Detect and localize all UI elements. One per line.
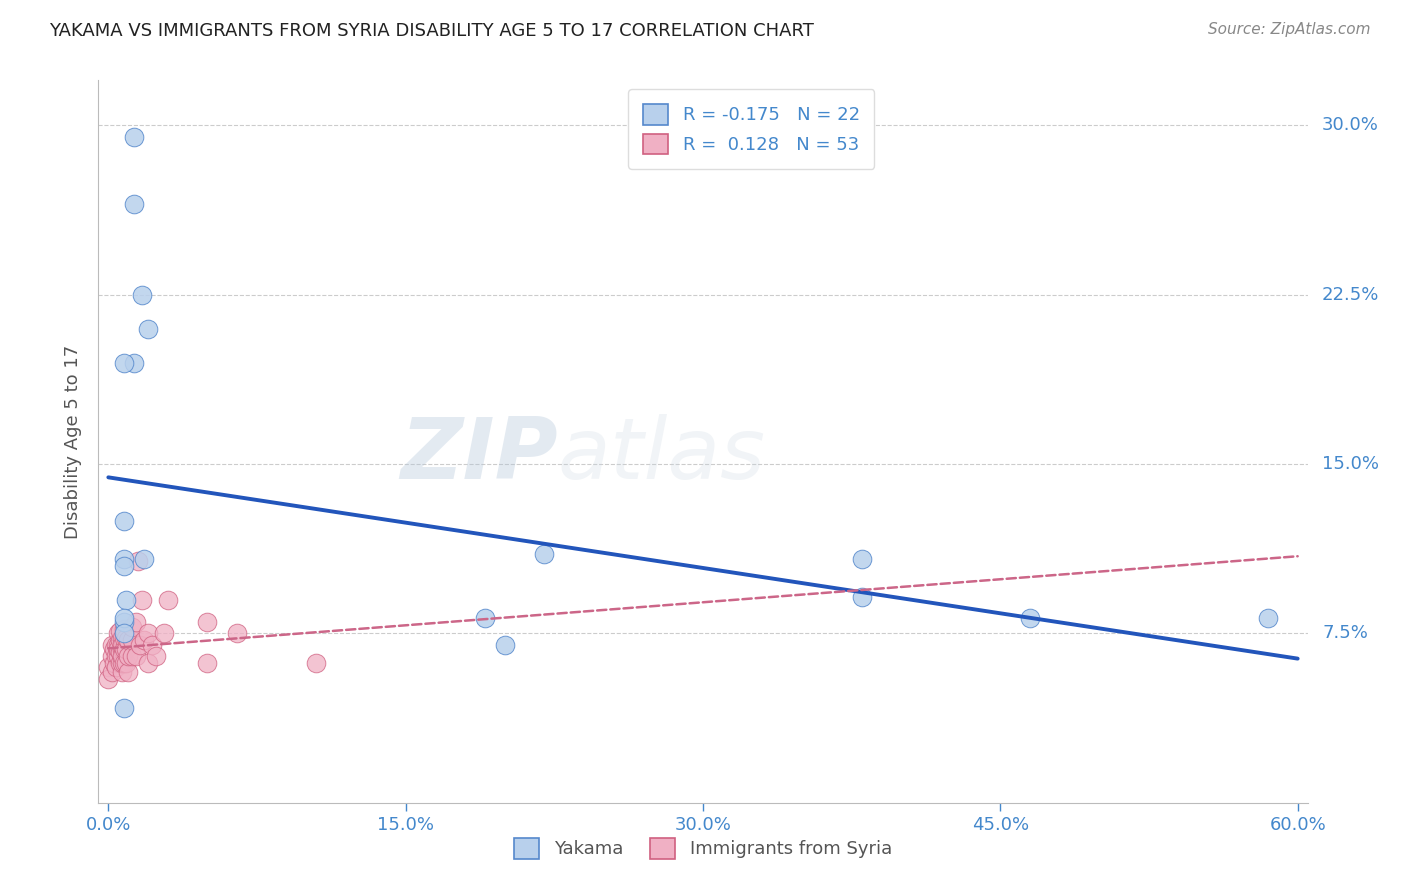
- Point: [132, 552, 155, 566]
- Point: [851, 591, 873, 605]
- Point: [141, 638, 163, 652]
- Point: [111, 638, 134, 652]
- Text: 7.5%: 7.5%: [1322, 624, 1368, 642]
- Point: [136, 656, 159, 670]
- Point: [111, 656, 134, 670]
- Point: [112, 631, 135, 645]
- Point: [112, 626, 135, 640]
- Y-axis label: Disability Age 5 to 17: Disability Age 5 to 17: [65, 344, 83, 539]
- Point: [122, 129, 145, 144]
- Point: [110, 624, 132, 639]
- Point: [145, 648, 167, 663]
- Point: [105, 660, 128, 674]
- Point: [197, 656, 219, 670]
- Point: [115, 656, 138, 670]
- Point: [127, 554, 149, 568]
- Text: 30.0%: 30.0%: [1322, 117, 1379, 135]
- Point: [115, 642, 138, 657]
- Point: [305, 656, 328, 670]
- Point: [103, 642, 125, 657]
- Point: [121, 648, 143, 663]
- Point: [112, 642, 135, 657]
- Point: [112, 701, 135, 715]
- Point: [122, 197, 145, 211]
- Point: [153, 626, 176, 640]
- Point: [107, 626, 129, 640]
- Point: [474, 610, 496, 624]
- Point: [110, 644, 132, 658]
- Point: [156, 592, 179, 607]
- Point: [851, 552, 873, 566]
- Point: [197, 615, 219, 630]
- Point: [226, 626, 249, 640]
- Point: [112, 656, 135, 670]
- Point: [101, 638, 124, 652]
- Point: [107, 638, 129, 652]
- Point: [111, 642, 134, 657]
- Legend: Yakama, Immigrants from Syria: Yakama, Immigrants from Syria: [506, 830, 900, 866]
- Point: [111, 648, 134, 663]
- Point: [105, 648, 128, 663]
- Point: [125, 648, 148, 663]
- Point: [112, 610, 135, 624]
- Text: YAKAMA VS IMMIGRANTS FROM SYRIA DISABILITY AGE 5 TO 17 CORRELATION CHART: YAKAMA VS IMMIGRANTS FROM SYRIA DISABILI…: [49, 22, 814, 40]
- Point: [97, 672, 120, 686]
- Text: 22.5%: 22.5%: [1322, 285, 1379, 304]
- Point: [117, 648, 139, 663]
- Point: [121, 620, 143, 634]
- Point: [105, 638, 128, 652]
- Point: [112, 552, 135, 566]
- Text: 15.0%: 15.0%: [1322, 455, 1379, 473]
- Point: [131, 287, 153, 301]
- Point: [112, 615, 135, 630]
- Point: [97, 660, 120, 674]
- Point: [112, 622, 135, 636]
- Point: [117, 665, 139, 679]
- Text: Source: ZipAtlas.com: Source: ZipAtlas.com: [1208, 22, 1371, 37]
- Point: [101, 665, 124, 679]
- Point: [533, 548, 555, 562]
- Point: [110, 633, 132, 648]
- Point: [107, 642, 129, 657]
- Point: [115, 592, 138, 607]
- Point: [122, 355, 145, 369]
- Point: [494, 638, 516, 652]
- Point: [101, 648, 124, 663]
- Point: [112, 514, 135, 528]
- Point: [125, 615, 148, 630]
- Point: [112, 558, 135, 573]
- Point: [1257, 610, 1279, 624]
- Point: [111, 665, 134, 679]
- Point: [112, 355, 135, 369]
- Point: [117, 633, 139, 648]
- Point: [129, 638, 152, 652]
- Point: [111, 631, 134, 645]
- Point: [115, 631, 138, 645]
- Point: [136, 626, 159, 640]
- Point: [1019, 610, 1042, 624]
- Point: [136, 321, 159, 335]
- Point: [121, 633, 143, 648]
- Point: [103, 656, 125, 670]
- Point: [107, 648, 129, 663]
- Text: atlas: atlas: [558, 415, 766, 498]
- Point: [131, 592, 153, 607]
- Text: ZIP: ZIP: [401, 415, 558, 498]
- Point: [110, 656, 132, 670]
- Point: [132, 633, 155, 648]
